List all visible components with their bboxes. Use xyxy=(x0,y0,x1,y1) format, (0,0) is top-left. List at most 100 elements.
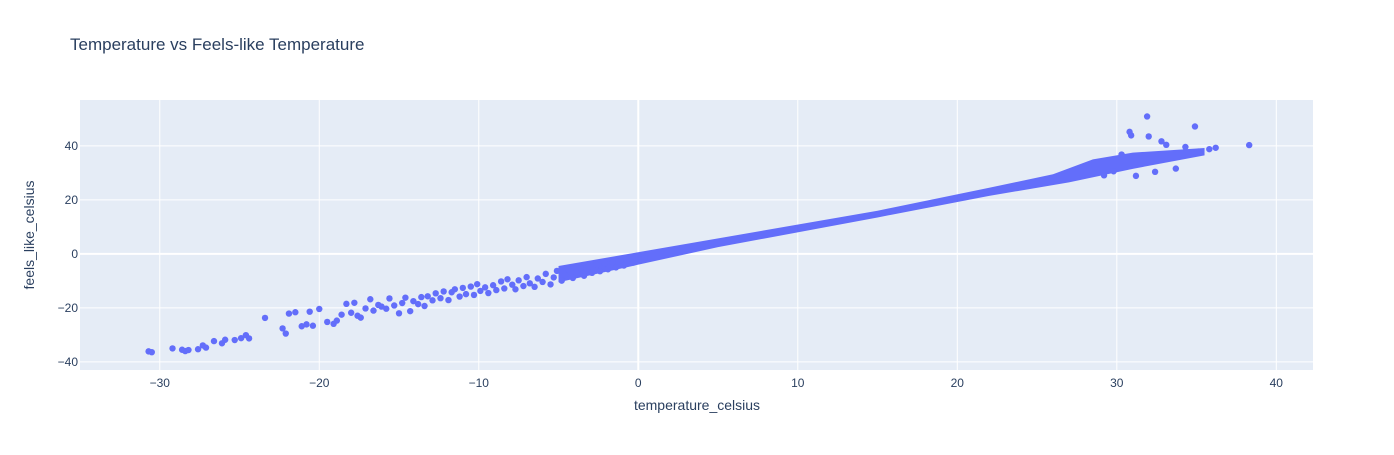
data-point xyxy=(292,309,299,316)
data-point xyxy=(169,345,176,352)
y-axis-ticks: −40 −20 0 20 40 xyxy=(58,139,79,369)
y-tick-label: 0 xyxy=(71,247,78,261)
data-point xyxy=(309,322,317,329)
y-tick-label: −20 xyxy=(58,301,79,315)
data-point xyxy=(245,335,253,342)
data-point xyxy=(617,257,624,264)
data-point xyxy=(395,310,403,317)
data-point xyxy=(378,303,385,310)
data-point xyxy=(515,277,522,284)
data-point xyxy=(596,267,604,275)
data-point xyxy=(564,265,572,273)
y-tick-label: 20 xyxy=(65,193,79,207)
data-point xyxy=(418,293,425,301)
x-tick-label: 20 xyxy=(951,376,965,390)
x-tick-label: 10 xyxy=(791,376,805,390)
data-point xyxy=(588,269,596,276)
data-point xyxy=(1212,144,1219,151)
dense-point-band xyxy=(558,148,1205,283)
x-tick-label: 30 xyxy=(1110,376,1124,390)
data-point xyxy=(1110,168,1117,175)
data-point xyxy=(580,272,588,279)
data-point xyxy=(1118,151,1125,158)
data-point xyxy=(485,289,492,297)
x-tick-label: −20 xyxy=(309,376,330,390)
plot-area xyxy=(80,100,1313,370)
data-point xyxy=(577,264,585,272)
data-point xyxy=(279,325,286,332)
data-point xyxy=(338,311,345,318)
data-point xyxy=(210,337,218,345)
data-point xyxy=(406,307,414,315)
data-point xyxy=(202,344,210,351)
data-point xyxy=(1145,133,1152,140)
data-point xyxy=(558,277,565,284)
data-point xyxy=(351,299,358,306)
data-point xyxy=(509,281,516,288)
data-point xyxy=(386,295,393,302)
data-point xyxy=(1151,168,1159,176)
data-point xyxy=(1191,123,1199,130)
data-point xyxy=(231,336,238,344)
data-point xyxy=(402,294,409,301)
data-point xyxy=(391,302,398,309)
data-point xyxy=(547,281,554,288)
data-point xyxy=(459,284,467,292)
data-point xyxy=(333,317,341,324)
data-point xyxy=(489,282,497,289)
data-point xyxy=(569,274,577,282)
data-point xyxy=(493,286,500,294)
x-axis-ticks: −30 −20 −10 0 10 20 30 40 xyxy=(150,376,1284,390)
data-point xyxy=(561,271,569,279)
x-tick-label: 40 xyxy=(1270,376,1284,390)
data-point xyxy=(148,348,155,356)
data-point xyxy=(432,290,439,297)
data-point xyxy=(194,346,202,353)
data-point xyxy=(470,291,478,299)
data-point xyxy=(501,285,508,292)
data-point xyxy=(370,307,377,314)
data-point xyxy=(285,310,293,317)
data-point xyxy=(367,296,374,303)
data-point xyxy=(347,309,355,316)
data-point xyxy=(282,330,289,337)
data-point xyxy=(539,278,546,286)
data-point xyxy=(1163,141,1170,149)
data-point xyxy=(303,321,310,328)
data-point xyxy=(185,346,192,354)
data-point xyxy=(316,305,323,313)
data-point xyxy=(1132,172,1140,180)
data-point xyxy=(1206,145,1213,153)
data-point xyxy=(542,270,549,278)
data-point xyxy=(512,286,519,293)
data-point xyxy=(424,293,431,300)
data-point xyxy=(1127,132,1135,139)
data-point xyxy=(620,262,628,269)
data-point xyxy=(221,336,229,343)
data-point xyxy=(437,294,444,302)
data-point xyxy=(609,259,616,266)
chart-title: Temperature vs Feels-like Temperature xyxy=(70,35,364,54)
data-point xyxy=(237,334,245,342)
data-point xyxy=(520,282,527,290)
data-point xyxy=(601,260,608,267)
data-point xyxy=(534,275,541,282)
data-point xyxy=(362,305,369,312)
data-point xyxy=(1100,172,1108,179)
x-tick-label: −10 xyxy=(469,376,490,390)
data-point xyxy=(467,283,474,290)
data-point xyxy=(324,318,331,326)
data-points xyxy=(145,113,1253,356)
data-point xyxy=(440,288,447,295)
data-point xyxy=(399,299,406,307)
data-point xyxy=(410,297,417,305)
data-point xyxy=(635,253,642,260)
data-point xyxy=(445,296,452,304)
data-point xyxy=(585,263,593,270)
y-axis-title: feels_like_celsius xyxy=(21,181,37,290)
data-point xyxy=(531,283,538,291)
x-axis-title: temperature_celsius xyxy=(634,397,760,413)
data-point xyxy=(473,280,481,288)
